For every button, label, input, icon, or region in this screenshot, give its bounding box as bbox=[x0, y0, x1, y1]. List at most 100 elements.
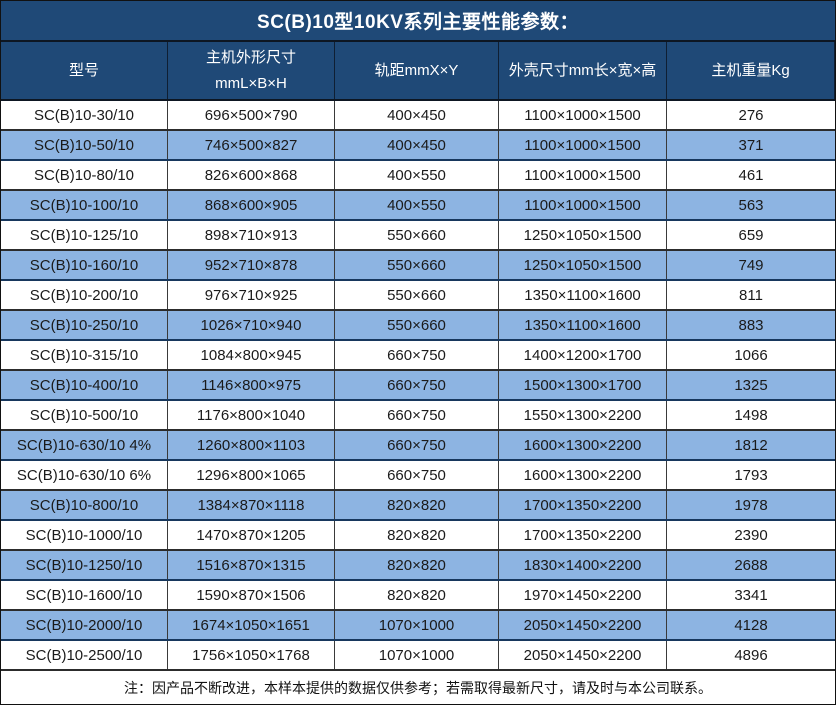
cell-rail-gauge: 660×750 bbox=[335, 431, 499, 459]
cell-weight: 1812 bbox=[734, 436, 768, 454]
cell-rail-gauge: 400×550 bbox=[335, 161, 499, 189]
cell-model: SC(B)10-160/10 bbox=[1, 251, 168, 279]
cell-rail-gauge: 660×750 bbox=[335, 461, 499, 489]
cell-host-dimensions: 898×710×913 bbox=[168, 221, 335, 249]
table-row: SC(B)10-30/10 696×500×790 400×450 1100×1000… bbox=[1, 101, 835, 131]
cell-rail-gauge: 400×450 bbox=[335, 101, 499, 129]
header-shell-dimensions: 外壳尺寸mm长×宽×高 bbox=[499, 42, 667, 99]
cell-shell-dimensions: 1970×1450×2200 bbox=[499, 581, 667, 609]
cell-host-dimensions: 746×500×827 bbox=[168, 131, 335, 159]
cell-host-dimensions: 826×600×868 bbox=[168, 161, 335, 189]
cell-shell-dimensions: 1600×1300×2200 bbox=[499, 461, 667, 489]
table-body: SC(B)10-30/10 696×500×790 400×450 1100×1000… bbox=[1, 101, 835, 671]
table-row: SC(B)10-800/10 1384×870×1118 820×820 1700×1… bbox=[1, 491, 835, 521]
table-row: SC(B)10-80/10 826×600×868 400×550 1100×1000… bbox=[1, 161, 835, 191]
header-rail-gauge: 轨距mmX×Y bbox=[335, 42, 499, 99]
cell-rail-gauge: 550×660 bbox=[335, 221, 499, 249]
table-row: SC(B)10-200/10 976×710×925 550×660 1350×110… bbox=[1, 281, 835, 311]
cell-model: SC(B)10-250/10 bbox=[1, 311, 168, 339]
cell-model: SC(B)10-200/10 bbox=[1, 281, 168, 309]
cell-model: SC(B)10-2000/10 bbox=[1, 611, 168, 639]
cell-model: SC(B)10-30/10 bbox=[1, 101, 168, 129]
cell-host-dimensions: 1026×710×940 bbox=[168, 311, 335, 339]
footnote: 注：因产品不断改进，本样本提供的数据仅供参考；若需取得最新尺寸，请及时与本公司联… bbox=[1, 671, 835, 704]
table-row: SC(B)10-2500/10 1756×1050×1768 1070×1000 20… bbox=[1, 641, 835, 671]
cell-host-dimensions: 1516×870×1315 bbox=[168, 551, 335, 579]
cell-shell-dimensions: 1400×1200×1700 bbox=[499, 341, 667, 369]
table-row: SC(B)10-400/10 1146×800×975 660×750 1500×13… bbox=[1, 371, 835, 401]
cell-weight: 371 bbox=[738, 136, 764, 154]
cell-weight: 1978 bbox=[734, 496, 768, 514]
cell-model: SC(B)10-1000/10 bbox=[1, 521, 168, 549]
cell-shell-dimensions: 1100×1000×1500 bbox=[499, 131, 667, 159]
cell-host-dimensions: 1296×800×1065 bbox=[168, 461, 335, 489]
cell-shell-dimensions: 1350×1100×1600 bbox=[499, 281, 667, 309]
cell-model: SC(B)10-1600/10 bbox=[1, 581, 168, 609]
table-row: SC(B)10-100/10 868×600×905 400×550 1100×100… bbox=[1, 191, 835, 221]
cell-shell-dimensions: 1500×1300×1700 bbox=[499, 371, 667, 399]
cell-host-dimensions: 1590×870×1506 bbox=[168, 581, 335, 609]
header-model: 型号 bbox=[1, 42, 168, 99]
cell-shell-dimensions: 2050×1450×2200 bbox=[499, 611, 667, 639]
cell-weight: 276 bbox=[738, 106, 764, 124]
table-row: SC(B)10-630/10 6% 1296×800×1065 660×750 160… bbox=[1, 461, 835, 491]
cell-host-dimensions: 1084×800×945 bbox=[168, 341, 335, 369]
cell-host-dimensions: 1176×800×1040 bbox=[168, 401, 335, 429]
table-row: SC(B)10-2000/10 1674×1050×1651 1070×1000 20… bbox=[1, 611, 835, 641]
cell-weight: 1498 bbox=[734, 406, 768, 424]
cell-model: SC(B)10-1250/10 bbox=[1, 551, 168, 579]
table-row: SC(B)10-1250/10 1516×870×1315 820×820 1830×… bbox=[1, 551, 835, 581]
header-host-dimensions-line2: mmL×B×H bbox=[215, 74, 287, 92]
cell-rail-gauge: 660×750 bbox=[335, 401, 499, 429]
cell-weight: 3341 bbox=[734, 586, 768, 604]
cell-shell-dimensions: 1700×1350×2200 bbox=[499, 521, 667, 549]
cell-host-dimensions: 1384×870×1118 bbox=[168, 491, 335, 519]
cell-model: SC(B)10-630/10 4% bbox=[1, 431, 168, 459]
table-row: SC(B)10-125/10 898×710×913 550×660 1250×105… bbox=[1, 221, 835, 251]
table-row: SC(B)10-160/10 952×710×878 550×660 1250×105… bbox=[1, 251, 835, 281]
table-row: SC(B)10-50/10 746×500×827 400×450 1100×1000… bbox=[1, 131, 835, 161]
header-host-dimensions: 主机外形尺寸 mmL×B×H bbox=[168, 42, 335, 99]
cell-weight: 749 bbox=[738, 256, 764, 274]
cell-rail-gauge: 820×820 bbox=[335, 551, 499, 579]
cell-model: SC(B)10-500/10 bbox=[1, 401, 168, 429]
cell-shell-dimensions: 1250×1050×1500 bbox=[499, 221, 667, 249]
cell-model: SC(B)10-400/10 bbox=[1, 371, 168, 399]
table-row: SC(B)10-1600/10 1590×870×1506 820×820 1970×… bbox=[1, 581, 835, 611]
cell-host-dimensions: 1260×800×1103 bbox=[168, 431, 335, 459]
cell-shell-dimensions: 2050×1450×2200 bbox=[499, 641, 667, 669]
cell-weight: 1325 bbox=[734, 376, 768, 394]
cell-weight: 1066 bbox=[734, 346, 768, 364]
header-weight: 主机重量Kg bbox=[667, 42, 835, 99]
cell-host-dimensions: 1674×1050×1651 bbox=[168, 611, 335, 639]
cell-host-dimensions: 1756×1050×1768 bbox=[168, 641, 335, 669]
cell-weight: 659 bbox=[738, 226, 764, 244]
cell-rail-gauge: 400×450 bbox=[335, 131, 499, 159]
cell-weight: 811 bbox=[739, 286, 763, 304]
cell-weight: 461 bbox=[738, 166, 764, 184]
cell-host-dimensions: 976×710×925 bbox=[168, 281, 335, 309]
cell-model: SC(B)10-630/10 6% bbox=[1, 461, 168, 489]
cell-weight: 4128 bbox=[734, 616, 768, 634]
table-header: 型号 主机外形尺寸 mmL×B×H 轨距mmX×Y 外壳尺寸mm长×宽×高 主机… bbox=[1, 42, 835, 101]
cell-weight: 1793 bbox=[734, 466, 768, 484]
cell-shell-dimensions: 1100×1000×1500 bbox=[499, 101, 667, 129]
cell-rail-gauge: 660×750 bbox=[335, 341, 499, 369]
cell-host-dimensions: 1470×870×1205 bbox=[168, 521, 335, 549]
cell-weight: 883 bbox=[738, 316, 764, 334]
cell-rail-gauge: 400×550 bbox=[335, 191, 499, 219]
cell-rail-gauge: 550×660 bbox=[335, 251, 499, 279]
cell-model: SC(B)10-315/10 bbox=[1, 341, 168, 369]
cell-model: SC(B)10-100/10 bbox=[1, 191, 168, 219]
cell-weight: 4896 bbox=[734, 646, 768, 664]
cell-shell-dimensions: 1550×1300×2200 bbox=[499, 401, 667, 429]
cell-shell-dimensions: 1830×1400×2200 bbox=[499, 551, 667, 579]
cell-model: SC(B)10-80/10 bbox=[1, 161, 168, 189]
table-row: SC(B)10-630/10 4% 1260×800×1103 660×750 160… bbox=[1, 431, 835, 461]
table-row: SC(B)10-315/10 1084×800×945 660×750 1400×12… bbox=[1, 341, 835, 371]
table-row: SC(B)10-250/10 1026×710×940 550×660 1350×11… bbox=[1, 311, 835, 341]
cell-host-dimensions: 696×500×790 bbox=[168, 101, 335, 129]
cell-model: SC(B)10-2500/10 bbox=[1, 641, 168, 669]
cell-model: SC(B)10-125/10 bbox=[1, 221, 168, 249]
